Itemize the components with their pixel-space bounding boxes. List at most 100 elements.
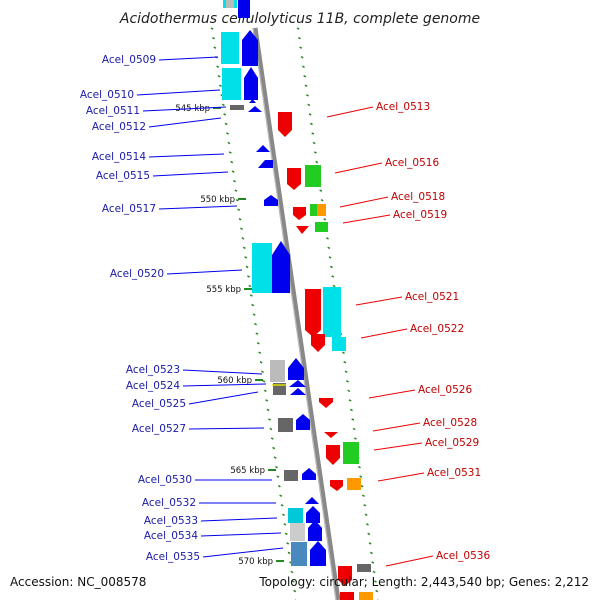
track-dot xyxy=(305,94,309,97)
track-dot xyxy=(290,570,294,574)
track-dot xyxy=(365,523,369,526)
gene-arrow-0516 xyxy=(287,168,301,190)
gene-label-acel_0509[interactable]: Acel_0509 xyxy=(102,54,156,66)
gene-arrow-0512 xyxy=(248,106,262,112)
gene-arrow-0519 xyxy=(296,226,309,234)
gene-label-acel_0518[interactable]: Acel_0518 xyxy=(391,191,445,203)
gene-label-acel_0521[interactable]: Acel_0521 xyxy=(405,291,459,303)
track-dot xyxy=(331,275,335,278)
track-dot xyxy=(353,437,357,440)
gene-label-acel_0524[interactable]: Acel_0524 xyxy=(126,380,180,392)
track-dot xyxy=(313,151,317,154)
gene-label-acel_0529[interactable]: Acel_0529 xyxy=(425,437,479,449)
track-dot xyxy=(319,189,323,192)
gene-label-acel_0522[interactable]: Acel_0522 xyxy=(410,323,464,335)
track-dot xyxy=(276,475,280,478)
gene-arrow-0521 xyxy=(305,289,321,337)
forward-gene-labels: Acel_0509 Acel_0510 Acel_0511 Acel_0512 Acel… xyxy=(80,54,284,563)
feature-0533-gray xyxy=(290,523,305,541)
track-dot xyxy=(296,27,300,30)
track-dot xyxy=(242,246,246,250)
track-dot xyxy=(287,551,291,555)
gene-leader-line xyxy=(373,442,423,451)
gene-arrow-0530 xyxy=(302,468,316,480)
track-dot xyxy=(238,218,242,221)
track-dot xyxy=(261,370,264,374)
gene-label-acel_0536[interactable]: Acel_0536 xyxy=(436,550,490,562)
track-dot xyxy=(240,227,243,231)
feature-top-gray xyxy=(226,0,234,8)
gene-leader-line xyxy=(377,472,425,482)
track-dot xyxy=(241,237,245,240)
track-dot xyxy=(341,351,345,354)
gene-label-acel_0513[interactable]: Acel_0513 xyxy=(376,101,430,113)
gene-label-acel_0531[interactable]: Acel_0531 xyxy=(427,467,481,479)
track-dot xyxy=(219,84,222,88)
gene-label-acel_0533[interactable]: Acel_0533 xyxy=(144,515,198,527)
feature-0527-gray xyxy=(278,418,293,432)
track-dot xyxy=(270,437,274,440)
reverse-features xyxy=(278,112,373,600)
gene-label-acel_0515[interactable]: Acel_0515 xyxy=(96,170,150,182)
gene-label-acel_0532[interactable]: Acel_0532 xyxy=(142,497,196,509)
gene-label-acel_0535[interactable]: Acel_0535 xyxy=(146,551,200,563)
gene-leader-line xyxy=(326,106,374,118)
track-dot xyxy=(266,408,270,412)
track-dot xyxy=(311,132,315,135)
gene-leader-line xyxy=(355,296,403,306)
gene-leader-line xyxy=(158,56,219,61)
gene-label-acel_0534[interactable]: Acel_0534 xyxy=(144,530,198,542)
gene-arrow-0522 xyxy=(311,334,325,352)
track-dot xyxy=(369,551,373,555)
gene-leader-line xyxy=(200,532,282,537)
scale-label: 570 kbp xyxy=(238,557,273,567)
genome-backbone-highlight xyxy=(252,27,337,600)
track-dot xyxy=(348,399,352,402)
gene-label-acel_0510[interactable]: Acel_0510 xyxy=(80,89,134,101)
gene-label-acel_0525[interactable]: Acel_0525 xyxy=(132,398,186,410)
gene-label-acel_0519[interactable]: Acel_0519 xyxy=(393,209,447,221)
map-title: Acidothermus cellulolyticus 11B, complet… xyxy=(119,11,480,27)
gene-label-acel_0514[interactable]: Acel_0514 xyxy=(92,151,146,163)
gene-label-acel_0526[interactable]: Acel_0526 xyxy=(418,384,472,396)
feature-bottom-red xyxy=(340,592,354,600)
gene-label-acel_0527[interactable]: Acel_0527 xyxy=(132,423,186,435)
track-dot xyxy=(372,570,376,574)
track-dot xyxy=(273,456,277,459)
feature-0516-green xyxy=(305,165,321,187)
track-dot xyxy=(361,494,365,497)
gene-label-acel_0530[interactable]: Acel_0530 xyxy=(138,474,192,486)
track-dot xyxy=(368,542,372,545)
feature-0519-green xyxy=(315,222,328,232)
gene-label-acel_0512[interactable]: Acel_0512 xyxy=(92,121,146,133)
gene-label-acel_0523[interactable]: Acel_0523 xyxy=(126,364,180,376)
track-dot xyxy=(230,160,234,164)
gene-leader-line xyxy=(136,89,221,96)
gene-leader-line xyxy=(148,117,222,128)
track-dot xyxy=(363,504,367,507)
gene-arrow-0526 xyxy=(319,398,333,408)
forward-features xyxy=(221,0,326,566)
gene-leader-line xyxy=(339,196,389,208)
topology-text: Topology: circular; Length: 2,443,540 bp… xyxy=(258,575,589,589)
gene-leader-line xyxy=(182,369,263,375)
gene-label-acel_0517[interactable]: Acel_0517 xyxy=(102,203,156,215)
genome-backbone xyxy=(252,27,341,600)
gene-label-acel_0520[interactable]: Acel_0520 xyxy=(110,268,164,280)
track-dot xyxy=(279,494,283,497)
gene-label-acel_0528[interactable]: Acel_0528 xyxy=(423,417,477,429)
track-dot xyxy=(275,465,278,469)
gene-label-acel_0516[interactable]: Acel_0516 xyxy=(385,157,439,169)
track-dot xyxy=(371,561,375,564)
gene-leader-line xyxy=(188,427,265,430)
track-dot xyxy=(367,532,371,536)
feature-0518-green xyxy=(310,204,317,216)
track-dot xyxy=(375,589,379,593)
scale-label: 550 kbp xyxy=(200,195,235,205)
gene-label-acel_0511[interactable]: Acel_0511 xyxy=(86,105,140,117)
track-dot xyxy=(247,275,250,278)
scale-label: 555 kbp xyxy=(206,285,241,295)
feature-0524-gray xyxy=(273,383,286,395)
gene-arrow-0529 xyxy=(326,445,340,465)
track-dot xyxy=(249,294,253,297)
